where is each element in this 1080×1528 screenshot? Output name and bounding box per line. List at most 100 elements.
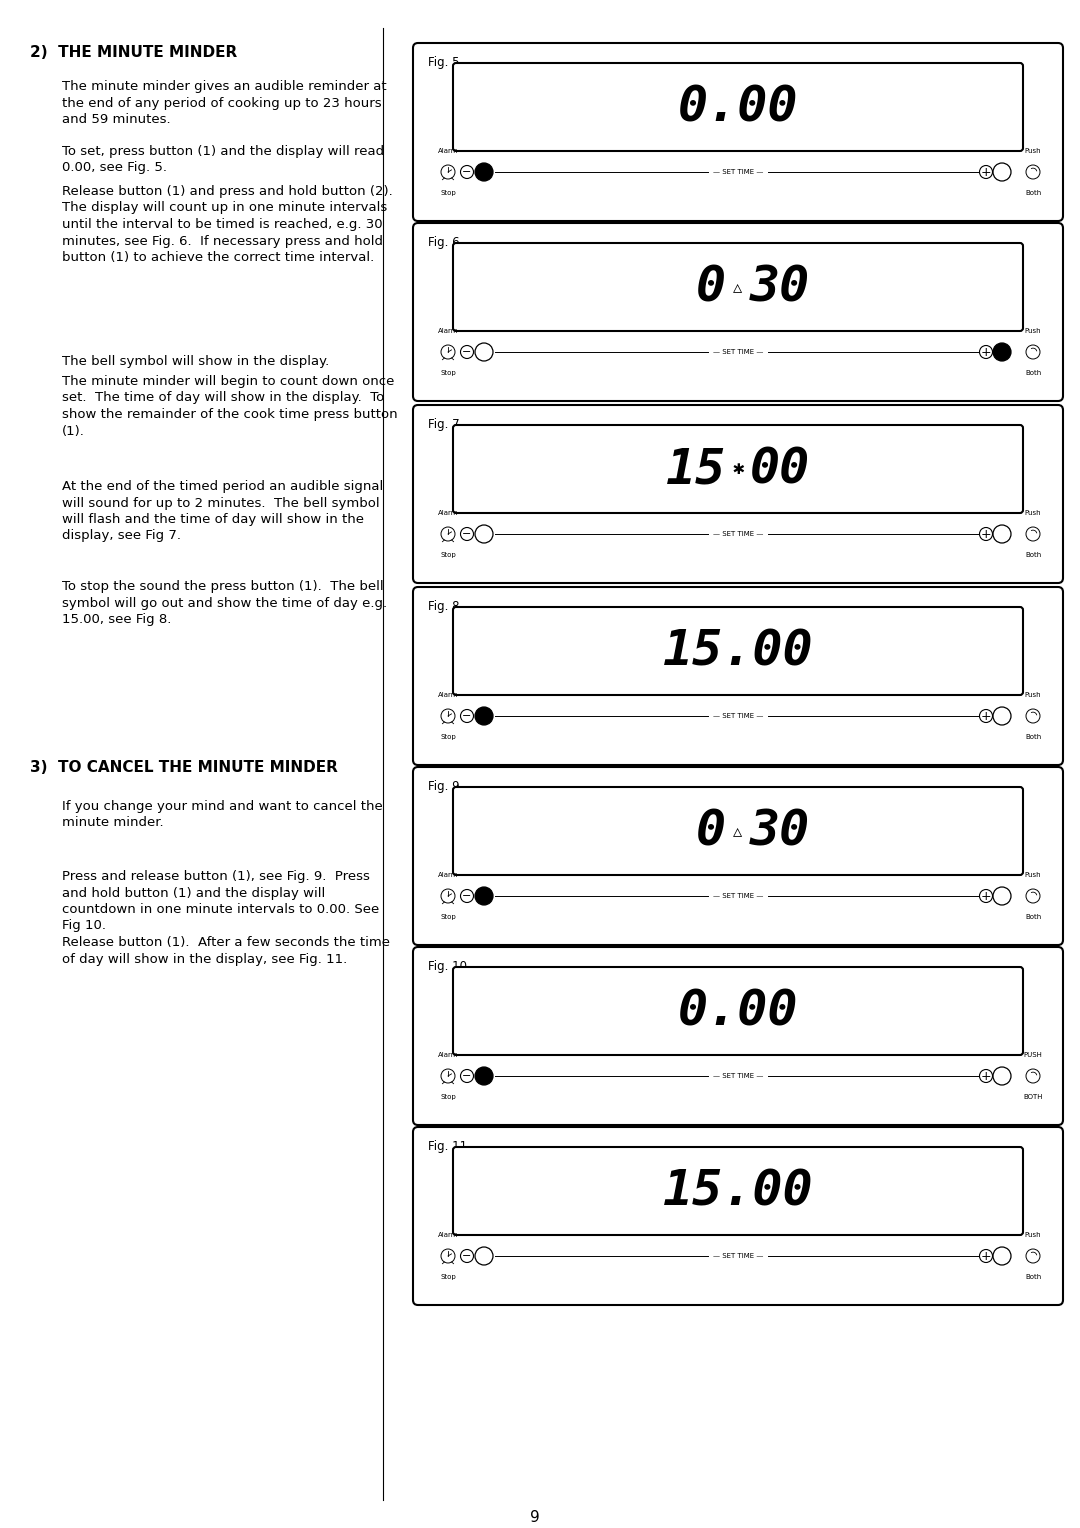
- Text: 0.00: 0.00: [678, 83, 798, 131]
- Text: — SET TIME —: — SET TIME —: [713, 1253, 764, 1259]
- FancyBboxPatch shape: [453, 967, 1023, 1054]
- Text: To stop the sound the press button (1).  The bell
symbol will go out and show th: To stop the sound the press button (1). …: [62, 581, 387, 626]
- Text: Both: Both: [1025, 189, 1041, 196]
- Text: Press and release button (1), see Fig. 9.  Press
and hold button (1) and the dis: Press and release button (1), see Fig. 9…: [62, 869, 390, 966]
- FancyBboxPatch shape: [453, 425, 1023, 513]
- Text: Alarm: Alarm: [437, 510, 458, 516]
- Text: Fig. 8.: Fig. 8.: [428, 601, 463, 613]
- Text: — SET TIME —: — SET TIME —: [713, 1073, 764, 1079]
- Text: 15.00: 15.00: [663, 626, 813, 675]
- Text: — SET TIME —: — SET TIME —: [713, 714, 764, 720]
- Circle shape: [993, 1247, 1011, 1265]
- Text: Both: Both: [1025, 1274, 1041, 1280]
- Text: △: △: [733, 280, 743, 295]
- Text: Push: Push: [1025, 510, 1041, 516]
- Circle shape: [475, 1247, 492, 1265]
- Circle shape: [475, 1067, 492, 1085]
- Text: Fig. 5.: Fig. 5.: [428, 57, 463, 69]
- FancyBboxPatch shape: [453, 63, 1023, 151]
- Text: −: −: [462, 347, 472, 358]
- Text: +: +: [981, 709, 991, 723]
- Text: The bell symbol will show in the display.: The bell symbol will show in the display…: [62, 354, 329, 368]
- Text: Stop: Stop: [441, 733, 456, 740]
- Text: — SET TIME —: — SET TIME —: [713, 532, 764, 536]
- Text: 2)  THE MINUTE MINDER: 2) THE MINUTE MINDER: [30, 44, 238, 60]
- Text: 30: 30: [750, 263, 810, 312]
- FancyBboxPatch shape: [413, 43, 1063, 222]
- Circle shape: [993, 1067, 1011, 1085]
- Text: BOTH: BOTH: [1023, 1094, 1043, 1100]
- Text: Both: Both: [1025, 370, 1041, 376]
- Text: 30: 30: [750, 807, 810, 856]
- Text: Fig. 11.: Fig. 11.: [428, 1140, 471, 1154]
- FancyBboxPatch shape: [413, 1128, 1063, 1305]
- Text: Fig. 6.: Fig. 6.: [428, 235, 463, 249]
- FancyBboxPatch shape: [413, 223, 1063, 400]
- Text: 15: 15: [665, 445, 726, 494]
- Text: Alarm: Alarm: [437, 148, 458, 154]
- Text: △: △: [733, 824, 743, 839]
- Text: −: −: [462, 529, 472, 539]
- Text: 0.00: 0.00: [678, 987, 798, 1034]
- Text: Push: Push: [1025, 692, 1041, 698]
- Text: 3)  TO CANCEL THE MINUTE MINDER: 3) TO CANCEL THE MINUTE MINDER: [30, 759, 338, 775]
- Text: Stop: Stop: [441, 914, 456, 920]
- Text: Both: Both: [1025, 733, 1041, 740]
- Text: +: +: [981, 1070, 991, 1082]
- Text: The minute minder gives an audible reminder at
the end of any period of cooking : The minute minder gives an audible remin…: [62, 79, 387, 125]
- Text: +: +: [981, 527, 991, 541]
- Text: 0: 0: [696, 263, 726, 312]
- Text: Fig. 10.: Fig. 10.: [428, 960, 471, 973]
- Circle shape: [475, 163, 492, 180]
- FancyBboxPatch shape: [413, 947, 1063, 1125]
- Text: ✱: ✱: [732, 460, 744, 478]
- Text: Push: Push: [1025, 148, 1041, 154]
- Text: Stop: Stop: [441, 1274, 456, 1280]
- Text: 15.00: 15.00: [663, 1167, 813, 1215]
- Circle shape: [993, 707, 1011, 724]
- FancyBboxPatch shape: [413, 405, 1063, 584]
- Text: 00: 00: [750, 445, 810, 494]
- Text: Both: Both: [1025, 552, 1041, 558]
- Text: Stop: Stop: [441, 1094, 456, 1100]
- Text: Release button (1) and press and hold button (2).
The display will count up in o: Release button (1) and press and hold bu…: [62, 185, 393, 264]
- Circle shape: [475, 707, 492, 724]
- Text: PUSH: PUSH: [1024, 1051, 1042, 1057]
- Text: Alarm: Alarm: [437, 329, 458, 335]
- Circle shape: [993, 886, 1011, 905]
- Text: −: −: [462, 891, 472, 902]
- Text: To set, press button (1) and the display will read
0.00, see Fig. 5.: To set, press button (1) and the display…: [62, 145, 384, 174]
- Text: — SET TIME —: — SET TIME —: [713, 170, 764, 176]
- Text: Push: Push: [1025, 329, 1041, 335]
- Circle shape: [475, 526, 492, 542]
- Text: Fig. 7.: Fig. 7.: [428, 419, 463, 431]
- Text: Push: Push: [1025, 1232, 1041, 1238]
- Circle shape: [993, 342, 1011, 361]
- Text: Stop: Stop: [441, 370, 456, 376]
- Text: Push: Push: [1025, 872, 1041, 879]
- Text: 9: 9: [530, 1510, 540, 1525]
- FancyBboxPatch shape: [413, 587, 1063, 766]
- Text: — SET TIME —: — SET TIME —: [713, 892, 764, 898]
- Text: −: −: [462, 711, 472, 721]
- FancyBboxPatch shape: [453, 787, 1023, 876]
- FancyBboxPatch shape: [413, 767, 1063, 944]
- Circle shape: [993, 526, 1011, 542]
- Text: If you change your mind and want to cancel the
minute minder.: If you change your mind and want to canc…: [62, 801, 382, 830]
- Text: Alarm: Alarm: [437, 692, 458, 698]
- Text: — SET TIME —: — SET TIME —: [713, 348, 764, 354]
- Circle shape: [475, 886, 492, 905]
- Text: Stop: Stop: [441, 552, 456, 558]
- FancyBboxPatch shape: [453, 607, 1023, 695]
- Text: +: +: [981, 345, 991, 359]
- Text: −: −: [462, 1251, 472, 1261]
- FancyBboxPatch shape: [453, 243, 1023, 332]
- Text: Alarm: Alarm: [437, 1051, 458, 1057]
- Text: −: −: [462, 167, 472, 177]
- Text: Stop: Stop: [441, 189, 456, 196]
- Text: 0: 0: [696, 807, 726, 856]
- Text: Both: Both: [1025, 914, 1041, 920]
- Text: Alarm: Alarm: [437, 872, 458, 879]
- Text: +: +: [981, 889, 991, 903]
- FancyBboxPatch shape: [453, 1148, 1023, 1235]
